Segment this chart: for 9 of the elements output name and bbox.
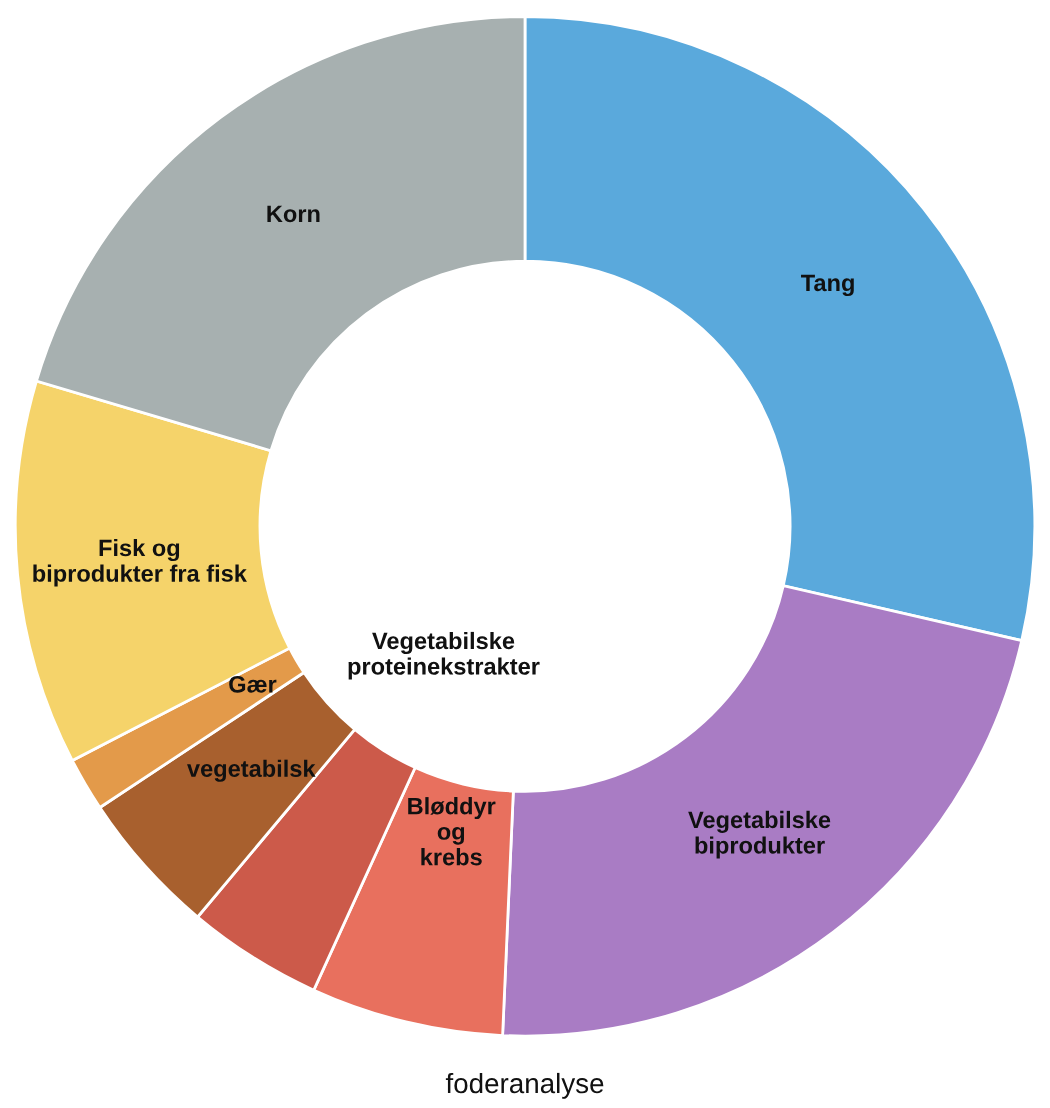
slice-label: Vegetabilske biprodukter <box>688 810 831 859</box>
slice-label: Gær <box>229 675 277 693</box>
slice-label: Tang <box>801 274 854 297</box>
slice-label: Korn <box>267 205 320 223</box>
text: foderanalyse <box>445 1072 604 1099</box>
slice-label: Fisk og biprodukter fra fisk <box>33 538 247 587</box>
slice-label: Vegetabilske proteinekstrakter <box>348 631 540 680</box>
slice-label: vegetabilsk <box>187 759 316 782</box>
slice-label: Bløddyr og krebs <box>408 797 496 866</box>
